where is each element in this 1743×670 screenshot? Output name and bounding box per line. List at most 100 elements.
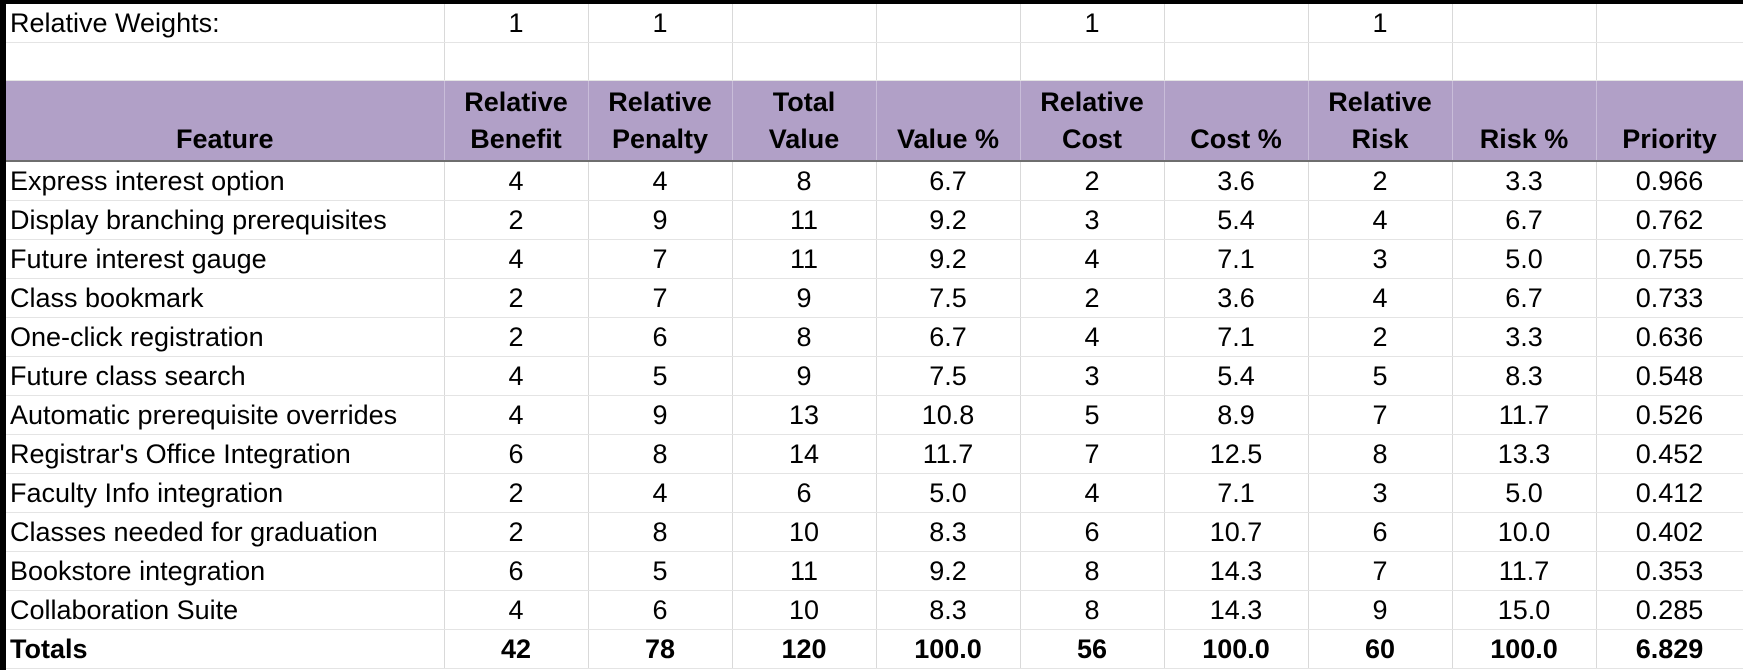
value-cell[interactable]: 7.5: [876, 356, 1021, 396]
weight-cell[interactable]: [732, 4, 877, 43]
weights-label[interactable]: Relative Weights:: [6, 4, 445, 43]
value-cell[interactable]: 9: [1308, 590, 1453, 630]
value-cell[interactable]: 5: [588, 356, 733, 396]
value-cell[interactable]: 4: [1020, 473, 1165, 513]
value-cell[interactable]: 0.548: [1596, 356, 1743, 396]
value-cell[interactable]: 8: [1020, 590, 1165, 630]
value-cell[interactable]: 4: [444, 395, 589, 435]
value-cell[interactable]: 4: [444, 239, 589, 279]
value-cell[interactable]: 7: [1308, 551, 1453, 591]
value-cell[interactable]: 3: [1308, 473, 1453, 513]
weight-cell[interactable]: [1596, 4, 1743, 43]
value-cell[interactable]: 2: [444, 317, 589, 357]
value-cell[interactable]: 11: [732, 239, 877, 279]
value-cell[interactable]: 5.4: [1164, 200, 1309, 240]
value-cell[interactable]: 8.3: [876, 512, 1021, 552]
value-cell[interactable]: 6.7: [1452, 278, 1597, 318]
value-cell[interactable]: 5.4: [1164, 356, 1309, 396]
value-cell[interactable]: 11.7: [1452, 551, 1597, 591]
totals-label[interactable]: Totals: [6, 629, 445, 669]
value-cell[interactable]: 11.7: [1452, 395, 1597, 435]
value-cell[interactable]: 2: [1308, 317, 1453, 357]
value-cell[interactable]: 0.733: [1596, 278, 1743, 318]
value-cell[interactable]: 0.755: [1596, 239, 1743, 279]
value-cell[interactable]: 10.0: [1452, 512, 1597, 552]
value-cell[interactable]: 6: [444, 434, 589, 474]
value-cell[interactable]: 6.7: [1452, 200, 1597, 240]
value-cell[interactable]: 2: [444, 200, 589, 240]
value-cell[interactable]: 7.1: [1164, 239, 1309, 279]
column-header[interactable]: Relative Cost: [1020, 80, 1165, 162]
column-header[interactable]: Priority: [1596, 80, 1743, 162]
empty-cell[interactable]: [1308, 42, 1453, 81]
value-cell[interactable]: 8: [588, 434, 733, 474]
total-cell[interactable]: 120: [732, 629, 877, 669]
value-cell[interactable]: 4: [1308, 200, 1453, 240]
total-cell[interactable]: 78: [588, 629, 733, 669]
feature-cell[interactable]: Express interest option: [6, 161, 445, 201]
total-cell[interactable]: 60: [1308, 629, 1453, 669]
value-cell[interactable]: 7: [1020, 434, 1165, 474]
weight-cell[interactable]: 1: [444, 4, 589, 43]
value-cell[interactable]: 13: [732, 395, 877, 435]
empty-cell[interactable]: [6, 42, 445, 81]
value-cell[interactable]: 13.3: [1452, 434, 1597, 474]
value-cell[interactable]: 0.412: [1596, 473, 1743, 513]
value-cell[interactable]: 0.452: [1596, 434, 1743, 474]
value-cell[interactable]: 9.2: [876, 200, 1021, 240]
value-cell[interactable]: 5: [1308, 356, 1453, 396]
value-cell[interactable]: 9: [732, 278, 877, 318]
weight-cell[interactable]: 1: [1308, 4, 1453, 43]
weight-cell[interactable]: 1: [588, 4, 733, 43]
value-cell[interactable]: 2: [1020, 278, 1165, 318]
value-cell[interactable]: 6: [444, 551, 589, 591]
value-cell[interactable]: 2: [444, 278, 589, 318]
empty-cell[interactable]: [444, 42, 589, 81]
value-cell[interactable]: 10: [732, 590, 877, 630]
total-cell[interactable]: 42: [444, 629, 589, 669]
value-cell[interactable]: 4: [444, 590, 589, 630]
value-cell[interactable]: 4: [444, 356, 589, 396]
value-cell[interactable]: 11.7: [876, 434, 1021, 474]
value-cell[interactable]: 14.3: [1164, 590, 1309, 630]
value-cell[interactable]: 7.1: [1164, 317, 1309, 357]
empty-cell[interactable]: [1164, 42, 1309, 81]
value-cell[interactable]: 8.9: [1164, 395, 1309, 435]
value-cell[interactable]: 5.0: [1452, 239, 1597, 279]
value-cell[interactable]: 11: [732, 200, 877, 240]
feature-cell[interactable]: Bookstore integration: [6, 551, 445, 591]
value-cell[interactable]: 3: [1020, 356, 1165, 396]
value-cell[interactable]: 9: [732, 356, 877, 396]
value-cell[interactable]: 8.3: [1452, 356, 1597, 396]
weight-cell[interactable]: [876, 4, 1021, 43]
total-cell[interactable]: 100.0: [1452, 629, 1597, 669]
weight-cell[interactable]: [1164, 4, 1309, 43]
value-cell[interactable]: 9: [588, 395, 733, 435]
value-cell[interactable]: 6: [1020, 512, 1165, 552]
value-cell[interactable]: 5: [1020, 395, 1165, 435]
column-header[interactable]: Relative Penalty: [588, 80, 733, 162]
value-cell[interactable]: 0.402: [1596, 512, 1743, 552]
empty-cell[interactable]: [732, 42, 877, 81]
value-cell[interactable]: 8: [1308, 434, 1453, 474]
empty-cell[interactable]: [588, 42, 733, 81]
value-cell[interactable]: 7: [588, 239, 733, 279]
value-cell[interactable]: 0.285: [1596, 590, 1743, 630]
empty-cell[interactable]: [1596, 42, 1743, 81]
value-cell[interactable]: 8: [1020, 551, 1165, 591]
weight-cell[interactable]: 1: [1020, 4, 1165, 43]
value-cell[interactable]: 10.8: [876, 395, 1021, 435]
column-header[interactable]: Total Value: [732, 80, 877, 162]
value-cell[interactable]: 8: [588, 512, 733, 552]
value-cell[interactable]: 7: [1308, 395, 1453, 435]
value-cell[interactable]: 12.5: [1164, 434, 1309, 474]
value-cell[interactable]: 0.762: [1596, 200, 1743, 240]
column-header-feature[interactable]: Feature: [6, 80, 445, 162]
value-cell[interactable]: 3.6: [1164, 278, 1309, 318]
value-cell[interactable]: 6.7: [876, 161, 1021, 201]
value-cell[interactable]: 0.966: [1596, 161, 1743, 201]
feature-cell[interactable]: Future interest gauge: [6, 239, 445, 279]
empty-cell[interactable]: [1452, 42, 1597, 81]
value-cell[interactable]: 6: [1308, 512, 1453, 552]
value-cell[interactable]: 6: [588, 317, 733, 357]
